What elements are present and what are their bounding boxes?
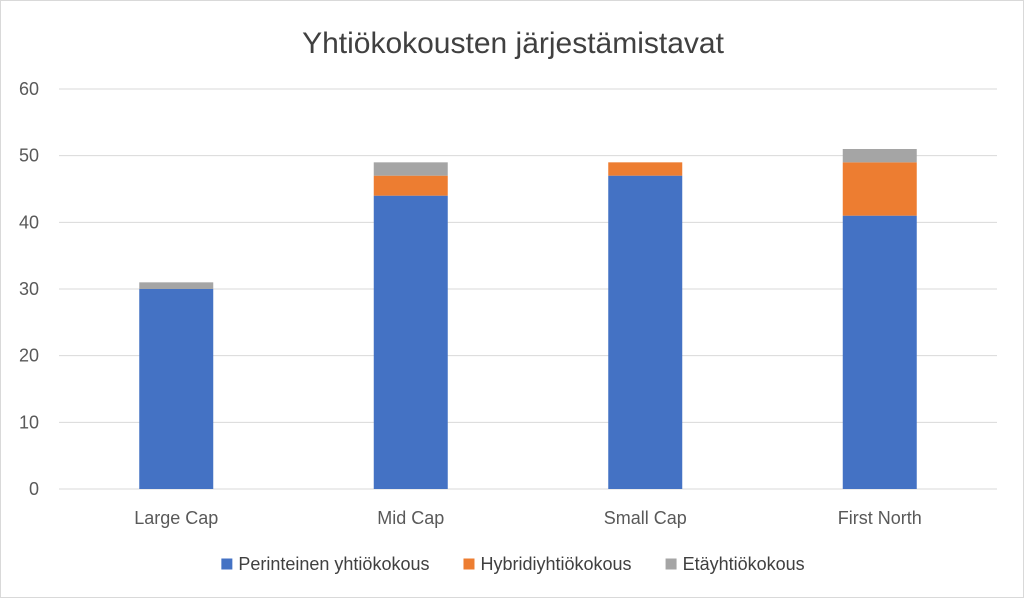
legend-item: Perinteinen yhtiökokous	[221, 554, 429, 574]
x-tick-label: Mid Cap	[377, 508, 444, 528]
bar-segment	[842, 149, 917, 163]
gridlines	[59, 88, 997, 490]
bar-segment	[842, 215, 917, 489]
legend-label: Perinteinen yhtiökokous	[238, 554, 429, 574]
bar-segment	[139, 289, 214, 489]
bars	[139, 149, 917, 489]
y-axis-ticks: 0 10 20 30 40 50 60	[19, 79, 39, 499]
bar-segment	[842, 162, 917, 216]
bar-segment	[139, 282, 214, 289]
x-tick-label: Small Cap	[604, 508, 687, 528]
y-tick-label: 40	[19, 212, 39, 232]
bar-segment	[373, 175, 448, 196]
legend-item: Hybridiyhtiökokous	[463, 554, 632, 574]
y-tick-label: 60	[19, 79, 39, 99]
legend-swatch	[665, 558, 677, 570]
bar-segment	[608, 162, 683, 176]
legend-item: Etäyhtiökokous	[665, 554, 805, 574]
legend-swatch	[463, 558, 475, 570]
chart-title: Yhtiökokousten järjestämistavat	[302, 27, 725, 60]
x-tick-label: Large Cap	[134, 508, 218, 528]
x-axis-ticks: Large Cap Mid Cap Small Cap First North	[134, 508, 922, 528]
legend-label: Etäyhtiökokous	[683, 554, 805, 574]
x-tick-label: First North	[838, 508, 922, 528]
bar-segment	[373, 162, 448, 176]
y-tick-label: 30	[19, 279, 39, 299]
legend-label: Hybridiyhtiökokous	[480, 554, 631, 574]
bar-segment	[608, 175, 683, 489]
legend: Perinteinen yhtiökokous Hybridiyhtiökokou…	[221, 554, 805, 574]
y-tick-label: 20	[19, 346, 39, 366]
bar-segment	[373, 195, 448, 489]
legend-swatch	[221, 558, 233, 570]
y-tick-label: 50	[19, 146, 39, 166]
y-tick-label: 10	[19, 412, 39, 432]
y-tick-label: 0	[29, 479, 39, 499]
